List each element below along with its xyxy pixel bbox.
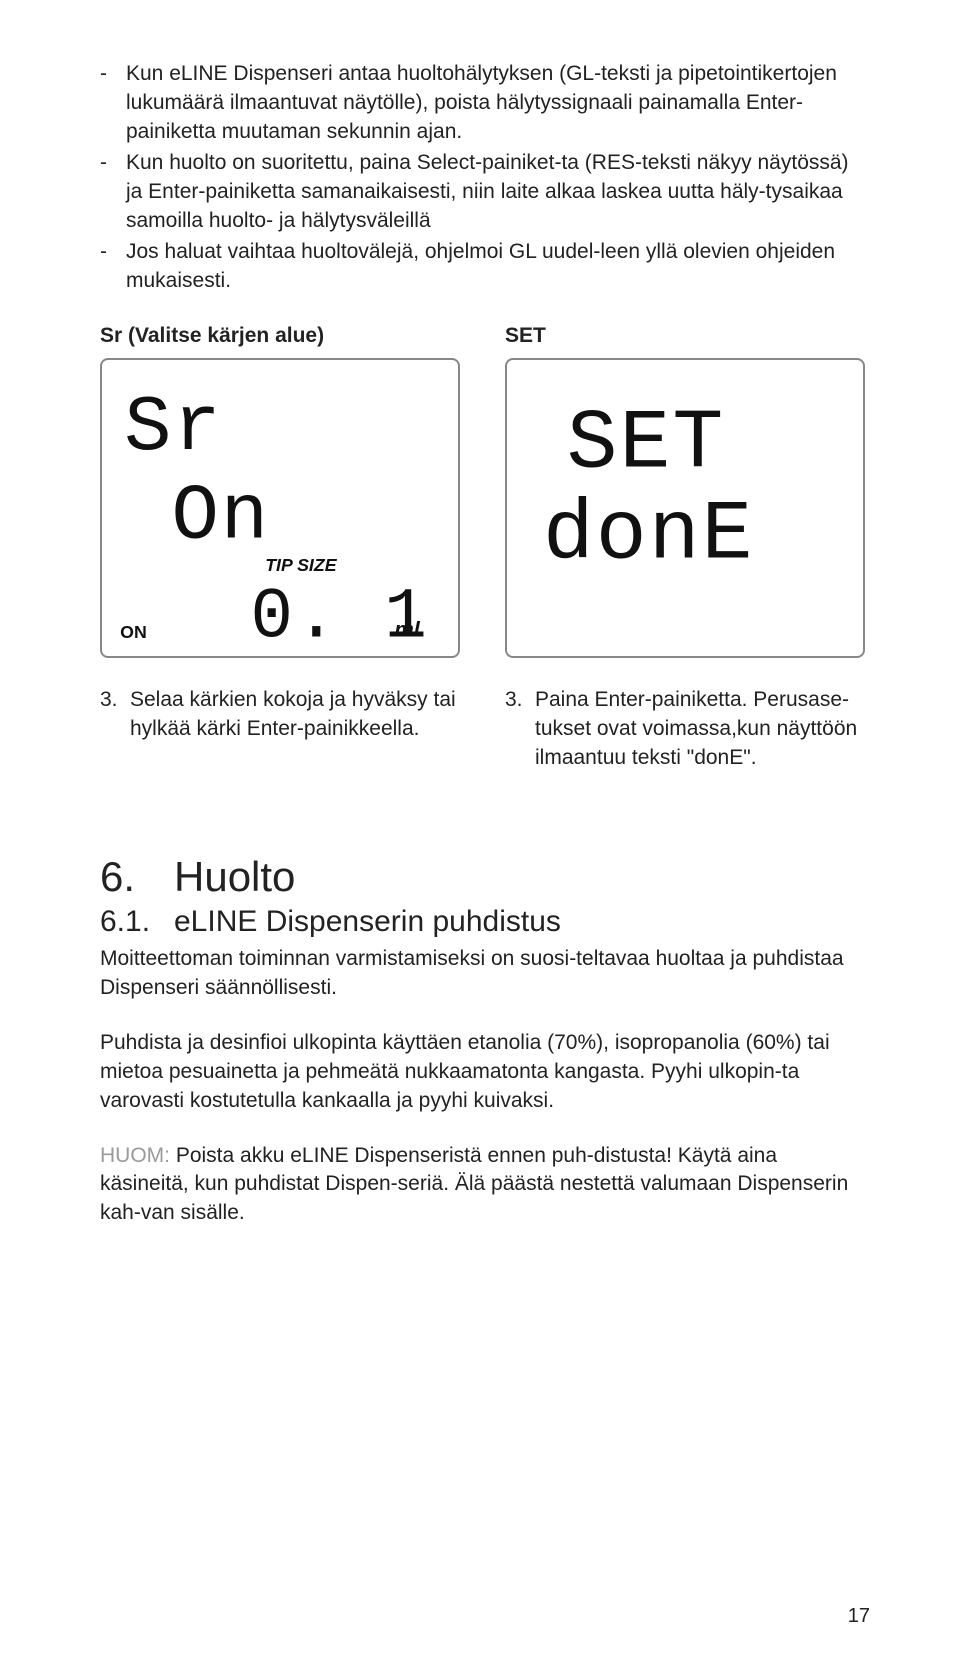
caption-number: 3. [505, 686, 535, 773]
paragraph-2: Puhdista ja desinfioi ulkopinta käyttäen… [100, 1029, 870, 1116]
subsection-title: eLINE Dispenserin puhdistus [174, 905, 561, 938]
bullet-text: Kun huolto on suoritettu, paina Select-p… [126, 149, 870, 236]
right-col: SET SET donE [505, 324, 870, 658]
on-indicator: ON [120, 622, 147, 642]
caption-row: 3. Selaa kärkien kokoja ja hyväksy tai h… [100, 686, 870, 773]
bullet-2: - Kun huolto on suoritettu, paina Select… [100, 149, 870, 236]
left-label: Sr (Valitse kärjen alue) [100, 324, 465, 348]
caption-text: Selaa kärkien kokoja ja hyväksy tai hylk… [130, 686, 465, 773]
section-number: 6. [100, 853, 174, 901]
bullet-dash: - [100, 238, 126, 296]
note-label: HUOM: [100, 1144, 170, 1167]
subsection-number: 6.1. [100, 905, 174, 939]
caption-number: 3. [100, 686, 130, 773]
page-number: 17 [848, 1605, 870, 1628]
tip-size-label: TIP SIZE [265, 555, 337, 575]
lcd-right: SET donE [505, 358, 865, 658]
bullet-text: Jos haluat vaihtaa huoltovälejä, ohjelmo… [126, 238, 870, 296]
lcd-line1: Sr [124, 383, 223, 473]
bullet-dash: - [100, 149, 126, 236]
tip-size-unit: ml [394, 616, 420, 641]
section-title: Huolto [174, 853, 295, 900]
left-col: Sr (Valitse kärjen alue) Sr On TIP SIZE … [100, 324, 465, 658]
bullet-text: Kun eLINE Dispenseri antaa huoltohälytyk… [126, 60, 870, 147]
section-heading: 6.Huolto [100, 853, 870, 901]
note-paragraph: HUOM: Poista akku eLINE Dispenseristä en… [100, 1142, 870, 1229]
lcd-line2: donE [543, 487, 755, 583]
lcd-left: Sr On TIP SIZE 0. 1 ml ON [100, 358, 460, 658]
subsection-heading: 6.1.eLINE Dispenserin puhdistus [100, 905, 870, 939]
paragraph-1: Moitteettoman toiminnan varmistamiseksi … [100, 945, 870, 1003]
display-row: Sr (Valitse kärjen alue) Sr On TIP SIZE … [100, 324, 870, 658]
bullet-3: - Jos haluat vaihtaa huoltovälejä, ohjel… [100, 238, 870, 296]
lcd-line2: On [171, 471, 270, 561]
bullet-dash: - [100, 60, 126, 147]
lcd-line1: SET [567, 396, 726, 492]
left-caption: 3. Selaa kärkien kokoja ja hyväksy tai h… [100, 686, 465, 773]
right-label: SET [505, 324, 870, 348]
page: - Kun eLINE Dispenseri antaa huoltohälyt… [0, 0, 960, 1658]
caption-text: Paina Enter-painiketta. Perusase-tukset … [535, 686, 870, 773]
note-body: Poista akku eLINE Dispenseristä ennen pu… [100, 1144, 848, 1225]
bullet-1: - Kun eLINE Dispenseri antaa huoltohälyt… [100, 60, 870, 147]
intro-bullets: - Kun eLINE Dispenseri antaa huoltohälyt… [100, 60, 870, 296]
right-caption: 3. Paina Enter-painiketta. Perusase-tuks… [505, 686, 870, 773]
